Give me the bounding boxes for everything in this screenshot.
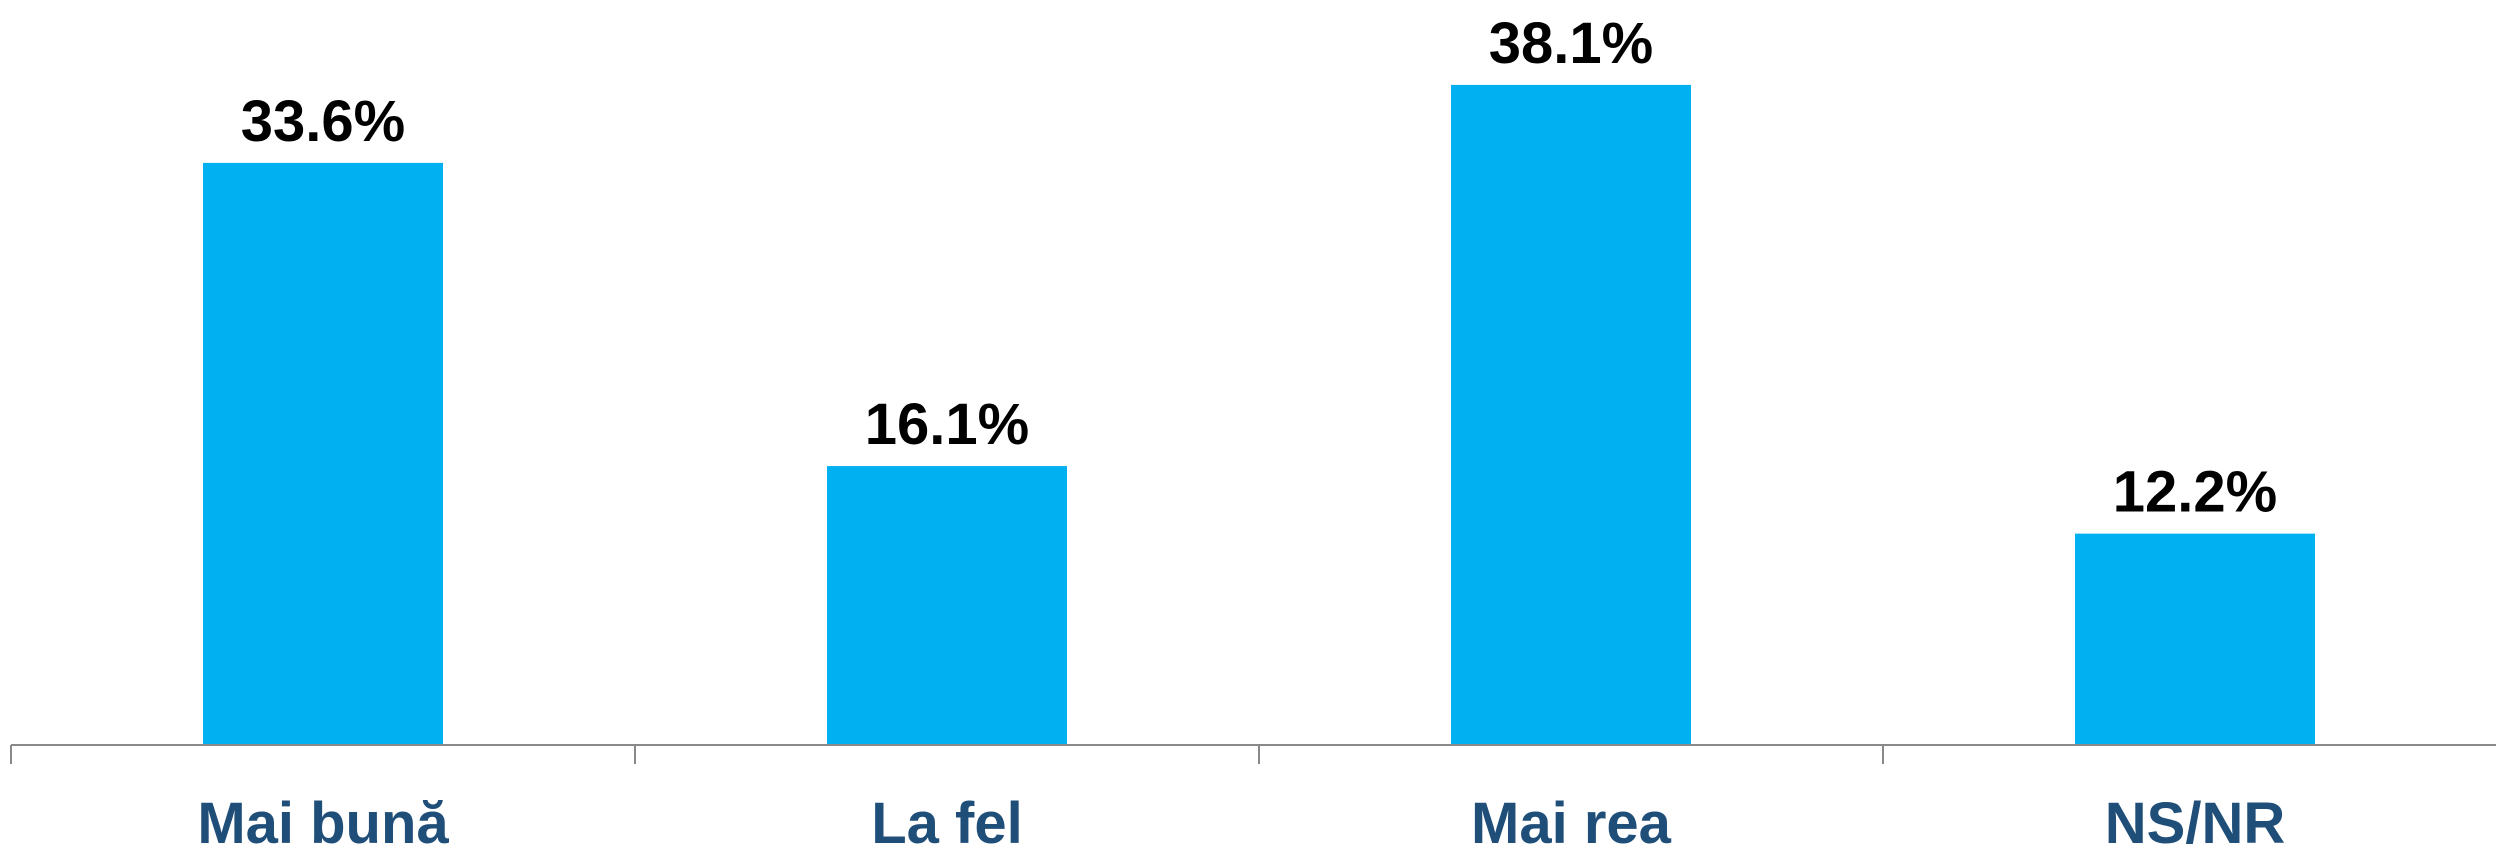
x-tick-label: Mai rea [1471, 791, 1672, 849]
value-label: 33.6% [241, 89, 405, 154]
value-label: 38.1% [1489, 11, 1653, 76]
bar [1451, 84, 1691, 746]
x-tick-label: Mai bună [197, 791, 449, 849]
bar [2075, 533, 2315, 745]
x-tick-label: NS/NR [2105, 791, 2285, 849]
x-tick-label: La fel [871, 791, 1023, 849]
value-label: 12.2% [2113, 460, 2277, 525]
bar [827, 466, 1067, 745]
bar [203, 162, 443, 745]
value-label: 16.1% [865, 392, 1029, 457]
